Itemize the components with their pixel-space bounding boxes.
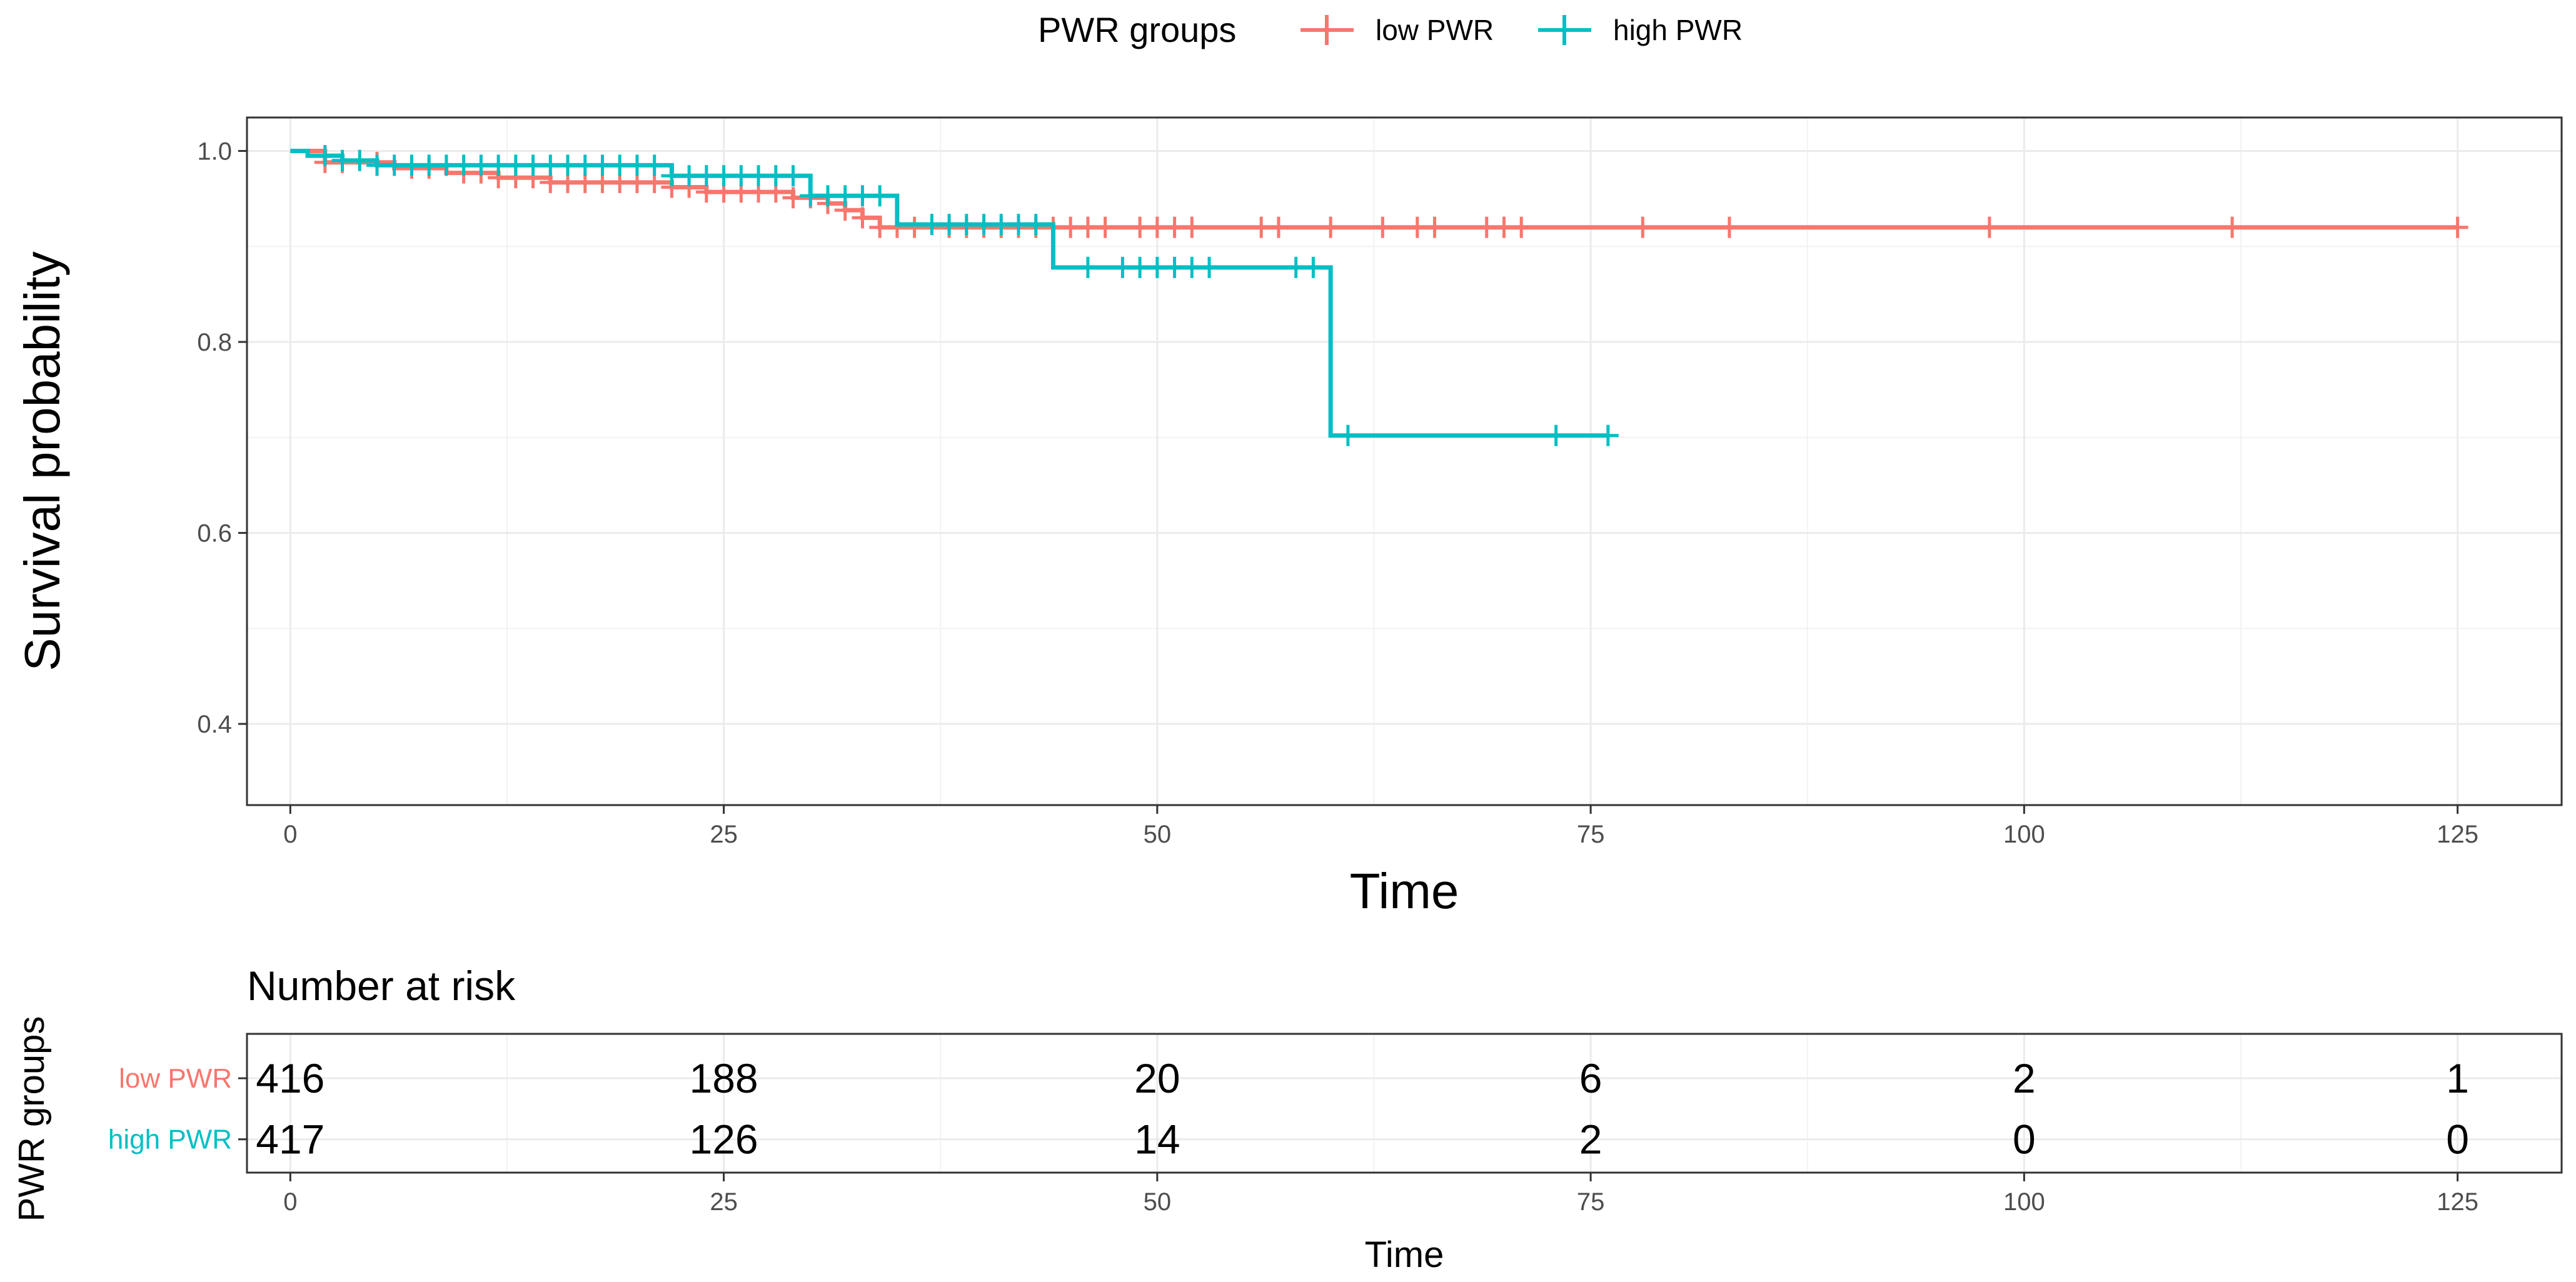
main-axis-ticks: 0 25 50 75 100 125 0.4 0.6 0.8 1.0 bbox=[197, 138, 2478, 848]
risk-border bbox=[246, 1033, 2563, 1174]
y-tick-label: 0.8 bbox=[197, 329, 232, 356]
x-axis-title: Time bbox=[1350, 863, 1459, 919]
risk-value-low-pwr: 20 bbox=[1134, 1055, 1180, 1101]
risk-x-tick-label: 25 bbox=[710, 1188, 738, 1216]
legend-entry-low-pwr: low PWR bbox=[1301, 14, 1494, 46]
y-tick-label: 0.4 bbox=[197, 711, 232, 738]
risk-y-axis-title: PWR groups bbox=[11, 1016, 52, 1222]
censor-mark-low-pwr bbox=[1632, 216, 1654, 238]
legend: PWR groups low PWR high PWR bbox=[1038, 10, 1743, 49]
censor-mark-high-pwr bbox=[1199, 256, 1220, 278]
risk-value-high-pwr: 417 bbox=[256, 1116, 325, 1163]
series-high-pwr bbox=[290, 145, 1619, 446]
legend-label-low-pwr: low PWR bbox=[1376, 14, 1494, 46]
risk-value-low-pwr: 416 bbox=[256, 1055, 325, 1101]
risk-value-low-pwr: 2 bbox=[2013, 1055, 2036, 1101]
censor-mark-high-pwr bbox=[349, 149, 371, 171]
censor-mark-low-pwr bbox=[1424, 216, 1446, 238]
censor-mark-low-pwr bbox=[1511, 216, 1532, 238]
x-tick-label: 0 bbox=[283, 821, 297, 848]
y-tick-label: 0.6 bbox=[197, 520, 232, 548]
censor-mark-high-pwr bbox=[643, 154, 665, 176]
censor-mark-high-pwr bbox=[1077, 256, 1099, 278]
risk-x-tick-label: 0 bbox=[283, 1188, 297, 1216]
censor-mark-low-pwr bbox=[2447, 216, 2468, 238]
risk-x-tick-label: 75 bbox=[1577, 1188, 1605, 1216]
y-tick-label: 1.0 bbox=[197, 138, 232, 165]
risk-value-high-pwr: 0 bbox=[2446, 1116, 2469, 1163]
censor-mark-low-pwr bbox=[1094, 216, 1116, 238]
risk-x-tick-label: 50 bbox=[1144, 1188, 1172, 1216]
censor-mark-high-pwr bbox=[782, 165, 804, 187]
plot-border bbox=[246, 116, 2563, 806]
risk-value-high-pwr: 126 bbox=[690, 1116, 758, 1163]
censor-mark-low-pwr bbox=[852, 207, 873, 229]
censor-mark-low-pwr bbox=[1267, 216, 1289, 238]
survival-plot: 0 25 50 75 100 125 0.4 0.6 0.8 1.0 Survival proba… bbox=[14, 116, 2563, 919]
plot-panel bbox=[247, 118, 2562, 805]
y-axis-title: Survival probability bbox=[14, 251, 70, 671]
censor-mark-low-pwr bbox=[1372, 216, 1394, 238]
censor-mark-low-pwr bbox=[1320, 216, 1342, 238]
risk-row-label-low-pwr: low PWR bbox=[119, 1063, 232, 1094]
legend-title: PWR groups bbox=[1038, 10, 1236, 49]
legend-label-high-pwr: high PWR bbox=[1613, 14, 1743, 46]
censor-mark-high-pwr bbox=[1302, 256, 1324, 278]
censor-mark-high-pwr bbox=[1597, 424, 1619, 446]
risk-x-axis-title: Time bbox=[1365, 1234, 1444, 1275]
x-tick-label: 25 bbox=[710, 821, 738, 848]
risk-axis-ticks: 0 25 50 75 100 125 bbox=[283, 1173, 2478, 1216]
risk-value-high-pwr: 0 bbox=[2013, 1116, 2036, 1163]
risk-row-labels: low PWR high PWR bbox=[108, 1063, 247, 1155]
censor-mark-high-pwr bbox=[1545, 424, 1567, 446]
censor-mark-high-pwr bbox=[1025, 214, 1047, 236]
censor-mark-low-pwr bbox=[903, 216, 925, 238]
risk-table-title: Number at risk bbox=[247, 963, 516, 1009]
risk-x-tick-label: 125 bbox=[2437, 1188, 2478, 1216]
risk-value-high-pwr: 14 bbox=[1134, 1116, 1180, 1163]
x-tick-label: 50 bbox=[1144, 821, 1172, 848]
risk-row-label-high-pwr: high PWR bbox=[108, 1124, 232, 1155]
risk-value-low-pwr: 1 bbox=[2446, 1055, 2469, 1101]
legend-entry-high-pwr: high PWR bbox=[1538, 14, 1743, 46]
risk-panel bbox=[247, 1034, 2562, 1173]
x-tick-label: 100 bbox=[2003, 821, 2045, 848]
series-layer bbox=[290, 145, 2468, 446]
censor-mark-high-pwr bbox=[1337, 424, 1359, 446]
censor-mark-high-pwr bbox=[869, 185, 891, 207]
censor-mark-low-pwr bbox=[1718, 216, 1740, 238]
x-tick-label: 125 bbox=[2437, 821, 2478, 848]
censor-mark-low-pwr bbox=[2221, 216, 2243, 238]
censor-mark-low-pwr bbox=[1978, 216, 2000, 238]
x-tick-label: 75 bbox=[1577, 821, 1605, 848]
risk-grid bbox=[247, 1034, 2562, 1173]
risk-value-low-pwr: 188 bbox=[690, 1055, 758, 1101]
risk-value-high-pwr: 2 bbox=[1579, 1116, 1602, 1163]
censor-mark-low-pwr bbox=[1181, 216, 1203, 238]
main-grid bbox=[247, 118, 2562, 805]
risk-value-low-pwr: 6 bbox=[1579, 1055, 1602, 1101]
risk-x-tick-label: 100 bbox=[2003, 1188, 2045, 1216]
censor-mark-high-pwr bbox=[314, 145, 336, 167]
